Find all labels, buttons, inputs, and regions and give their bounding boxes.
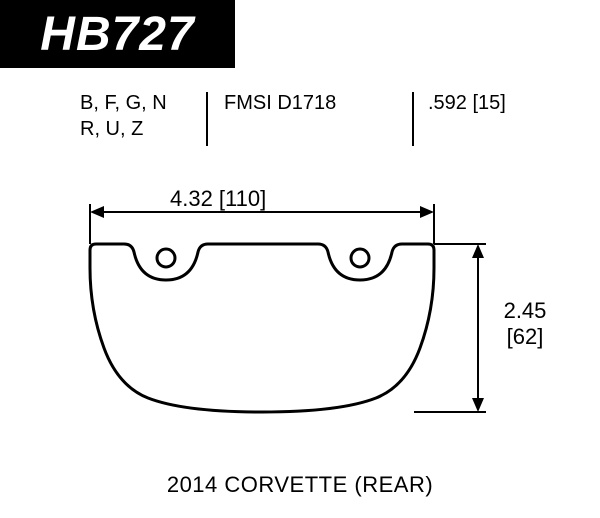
height-dim-line1: 2.45 bbox=[490, 298, 560, 324]
height-dimension-label: 2.45 [62] bbox=[490, 298, 560, 350]
height-arrow-top bbox=[472, 244, 484, 258]
height-arrow-bottom bbox=[472, 398, 484, 412]
mounting-hole-right bbox=[351, 249, 369, 267]
brake-pad-outline bbox=[90, 244, 434, 412]
width-arrow-left bbox=[90, 206, 104, 218]
width-dimension-label: 4.32 [110] bbox=[170, 186, 266, 212]
width-arrow-right bbox=[420, 206, 434, 218]
height-dim-line2: [62] bbox=[490, 324, 560, 350]
application-caption: 2014 CORVETTE (REAR) bbox=[0, 472, 600, 498]
technical-drawing bbox=[0, 0, 600, 518]
mounting-hole-left bbox=[157, 249, 175, 267]
